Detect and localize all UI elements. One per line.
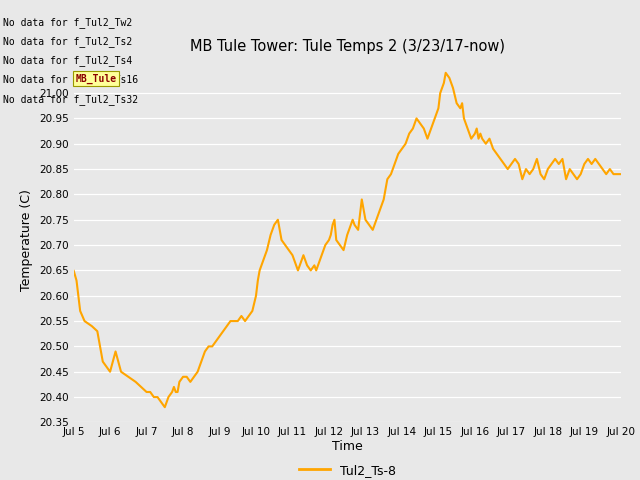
Text: No data for f_Tul2_Ts16: No data for f_Tul2_Ts16: [3, 74, 138, 85]
Text: MB_Tule: MB_Tule: [76, 73, 116, 84]
Legend: Tul2_Ts-8: Tul2_Ts-8: [294, 459, 401, 480]
X-axis label: Time: Time: [332, 440, 363, 453]
Text: No data for f_Tul2_Ts32: No data for f_Tul2_Ts32: [3, 94, 138, 105]
Y-axis label: Temperature (C): Temperature (C): [20, 189, 33, 291]
Text: No data for f_Tul2_Ts2: No data for f_Tul2_Ts2: [3, 36, 132, 47]
Text: No data for f_Tul2_Ts4: No data for f_Tul2_Ts4: [3, 55, 132, 66]
Text: No data for f_Tul2_Tw2: No data for f_Tul2_Tw2: [3, 17, 132, 28]
Title: MB Tule Tower: Tule Temps 2 (3/23/17-now): MB Tule Tower: Tule Temps 2 (3/23/17-now…: [189, 39, 505, 54]
